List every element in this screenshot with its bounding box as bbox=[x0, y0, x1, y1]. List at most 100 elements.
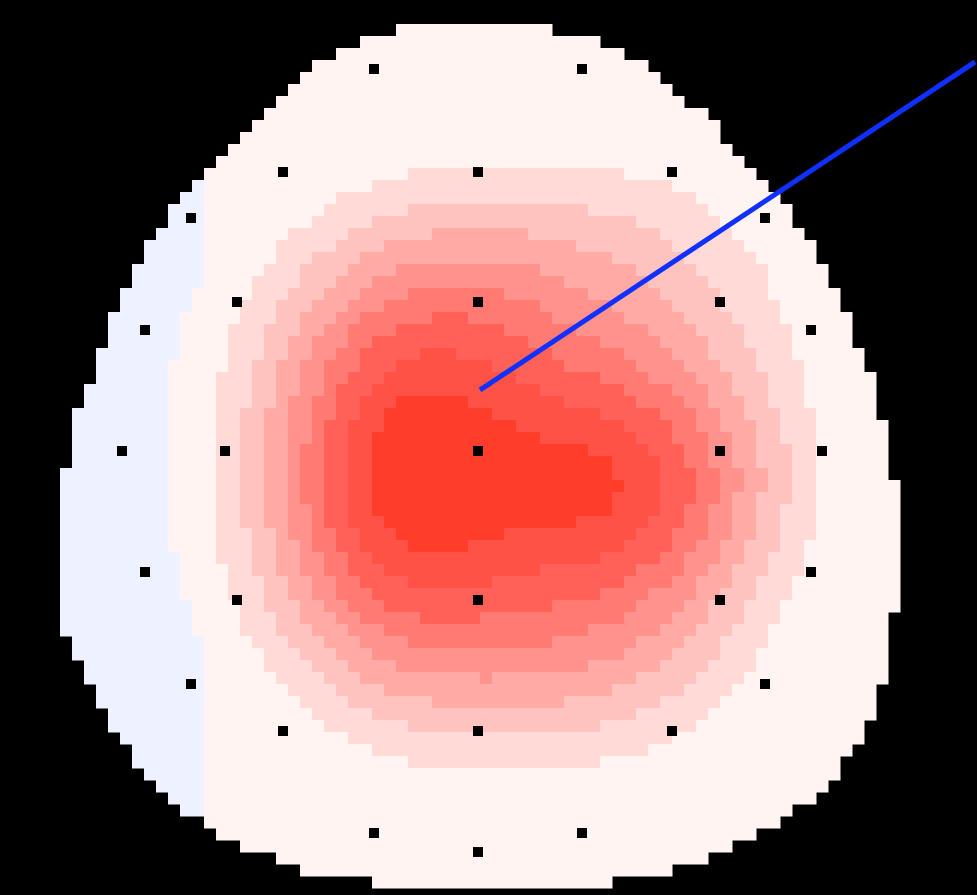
contour-cell bbox=[216, 264, 229, 277]
contour-cell bbox=[252, 576, 265, 589]
contour-cell bbox=[312, 660, 325, 673]
contour-cell bbox=[720, 564, 733, 577]
contour-cell bbox=[876, 492, 889, 505]
contour-cell bbox=[324, 636, 337, 649]
contour-cell bbox=[720, 516, 733, 529]
contour-cell bbox=[600, 480, 613, 493]
contour-cell bbox=[624, 576, 637, 589]
contour-cell bbox=[756, 240, 769, 253]
contour-cell bbox=[396, 216, 409, 229]
contour-cell bbox=[228, 216, 241, 229]
contour-cell bbox=[492, 768, 505, 781]
contour-cell bbox=[132, 480, 145, 493]
contour-cell bbox=[600, 108, 613, 121]
contour-cell bbox=[456, 72, 469, 85]
contour-cell bbox=[504, 60, 517, 73]
contour-cell bbox=[528, 456, 541, 469]
contour-cell bbox=[744, 768, 757, 781]
contour-cell bbox=[468, 516, 481, 529]
contour-cell bbox=[684, 684, 697, 697]
contour-cell bbox=[792, 420, 805, 433]
contour-cell bbox=[588, 768, 601, 781]
contour-cell bbox=[420, 300, 433, 313]
contour-cell bbox=[708, 720, 721, 733]
contour-cell bbox=[492, 684, 505, 697]
contour-cell bbox=[432, 384, 445, 397]
contour-cell bbox=[132, 432, 145, 445]
contour-cell bbox=[552, 144, 565, 157]
contour-cell bbox=[336, 504, 349, 517]
contour-cell bbox=[348, 276, 361, 289]
contour-cell bbox=[660, 624, 673, 637]
contour-cell bbox=[312, 312, 325, 325]
contour-cell bbox=[324, 228, 337, 241]
contour-cell bbox=[492, 624, 505, 637]
contour-cell bbox=[324, 840, 337, 853]
contour-cell bbox=[300, 516, 313, 529]
contour-cell bbox=[252, 624, 265, 637]
contour-cell bbox=[132, 528, 145, 541]
contour-cell bbox=[372, 108, 385, 121]
contour-cell bbox=[756, 360, 769, 373]
contour-cell bbox=[60, 528, 73, 541]
contour-bands bbox=[60, 24, 901, 889]
contour-cell bbox=[168, 600, 181, 613]
contour-cell bbox=[96, 576, 109, 589]
contour-cell bbox=[420, 876, 433, 889]
contour-cell bbox=[828, 624, 841, 637]
contour-cell bbox=[552, 204, 565, 217]
contour-cell bbox=[420, 828, 433, 841]
contour-cell bbox=[264, 468, 277, 481]
contour-cell bbox=[876, 600, 889, 613]
contour-cell bbox=[144, 372, 157, 385]
contour-cell bbox=[252, 540, 265, 553]
contour-cell bbox=[636, 336, 649, 349]
contour-cell bbox=[372, 48, 385, 61]
contour-cell bbox=[864, 468, 877, 481]
contour-cell bbox=[108, 432, 121, 445]
contour-cell bbox=[744, 288, 757, 301]
contour-cell bbox=[444, 324, 457, 337]
contour-cell bbox=[780, 600, 793, 613]
contour-cell bbox=[444, 600, 457, 613]
contour-cell bbox=[276, 264, 289, 277]
contour-cell bbox=[348, 816, 361, 829]
contour-cell bbox=[72, 636, 85, 649]
contour-cell bbox=[360, 564, 373, 577]
contour-cell bbox=[312, 468, 325, 481]
contour-cell bbox=[408, 672, 421, 685]
contour-cell bbox=[384, 804, 397, 817]
contour-cell bbox=[480, 36, 493, 49]
contour-cell bbox=[288, 372, 301, 385]
contour-cell bbox=[384, 204, 397, 217]
contour-cell bbox=[468, 396, 481, 409]
contour-cell bbox=[564, 348, 577, 361]
contour-cell bbox=[564, 336, 577, 349]
contour-cell bbox=[516, 420, 529, 433]
contour-cell bbox=[540, 312, 553, 325]
contour-cell bbox=[792, 732, 805, 745]
contour-cell bbox=[468, 612, 481, 625]
contour-cell bbox=[336, 396, 349, 409]
contour-cell bbox=[384, 756, 397, 769]
contour-cell bbox=[60, 492, 73, 505]
contour-cell bbox=[84, 420, 97, 433]
contour-cell bbox=[420, 624, 433, 637]
contour-cell bbox=[672, 360, 685, 373]
contour-cell bbox=[240, 540, 253, 553]
contour-cell bbox=[144, 516, 157, 529]
contour-cell bbox=[672, 192, 685, 205]
contour-cell bbox=[372, 648, 385, 661]
contour-cell bbox=[612, 384, 625, 397]
contour-cell bbox=[84, 540, 97, 553]
contour-cell bbox=[360, 252, 373, 265]
contour-cell bbox=[84, 516, 97, 529]
contour-cell bbox=[444, 516, 457, 529]
contour-cell bbox=[732, 540, 745, 553]
contour-cell bbox=[660, 672, 673, 685]
contour-cell bbox=[492, 876, 505, 889]
contour-cell bbox=[300, 228, 313, 241]
contour-cell bbox=[600, 564, 613, 577]
contour-cell bbox=[480, 396, 493, 409]
contour-cell bbox=[372, 624, 385, 637]
